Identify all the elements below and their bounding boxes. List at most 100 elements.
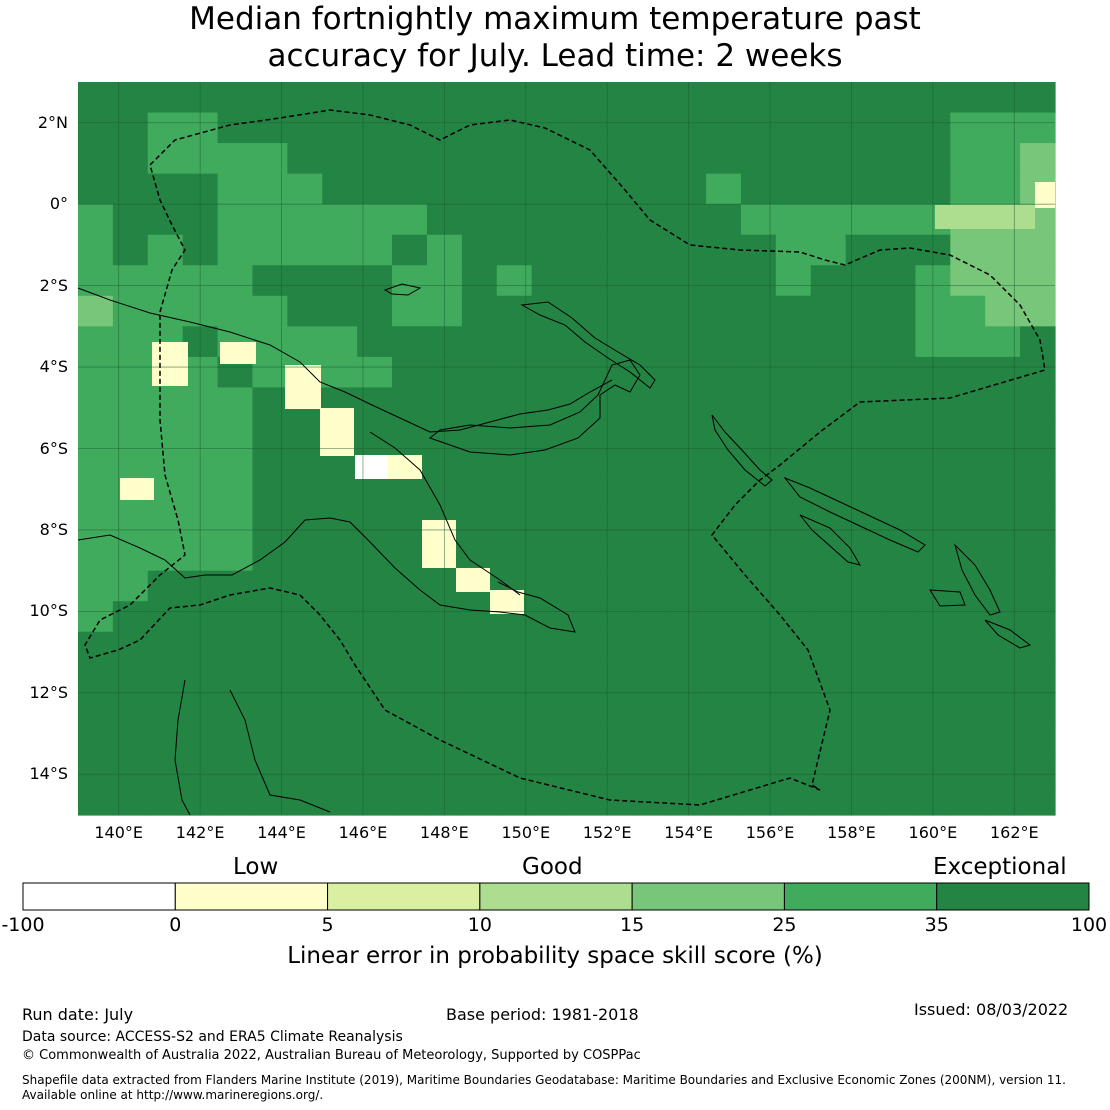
grid-cell bbox=[496, 82, 533, 114]
grid-cell bbox=[566, 662, 602, 694]
grid-cell bbox=[1020, 692, 1056, 724]
grid-cell bbox=[1020, 784, 1056, 816]
grid-cell bbox=[775, 723, 812, 755]
grid-cell bbox=[845, 509, 882, 541]
grid-cell bbox=[636, 784, 672, 816]
longitude-label: 142°E bbox=[175, 823, 225, 842]
grid-cell bbox=[357, 540, 393, 572]
grid-cell bbox=[357, 570, 393, 602]
grid-cell bbox=[566, 356, 602, 389]
grid-cell bbox=[461, 204, 498, 236]
colorbar-segment bbox=[783, 882, 938, 911]
grid-cell bbox=[775, 143, 812, 175]
grid-cell bbox=[531, 753, 568, 786]
grid-cell bbox=[287, 509, 323, 541]
colorbar-tick-label: 35 bbox=[924, 914, 949, 936]
grid-cell bbox=[950, 326, 986, 358]
grid-cell bbox=[322, 265, 358, 297]
grid-cell bbox=[287, 784, 323, 816]
grid-cell bbox=[950, 356, 986, 389]
grid-cell bbox=[252, 82, 288, 114]
grid-cell bbox=[880, 784, 917, 816]
grid-cell bbox=[252, 784, 288, 816]
grid-cell bbox=[566, 631, 602, 663]
grid-cell bbox=[287, 295, 323, 327]
grid-cell bbox=[147, 753, 184, 786]
grid-cell bbox=[287, 82, 323, 114]
grid-cell bbox=[461, 173, 498, 205]
colorbar-tick-label: 100 bbox=[1070, 914, 1108, 936]
grid-cell bbox=[740, 692, 777, 724]
grid-cell bbox=[531, 784, 568, 816]
grid-cell bbox=[740, 448, 777, 480]
colorbar-tick-label: -100 bbox=[1, 914, 45, 936]
grid-cell bbox=[636, 234, 672, 266]
grid-cell bbox=[252, 509, 288, 541]
grid-cell bbox=[706, 265, 742, 297]
grid-cell bbox=[392, 295, 428, 327]
grid-cell bbox=[950, 540, 986, 572]
grid-cell bbox=[392, 234, 428, 266]
grid-cell bbox=[601, 417, 637, 450]
grid-cell bbox=[950, 753, 986, 786]
grid-cell bbox=[531, 356, 568, 389]
grid-cell bbox=[740, 753, 777, 786]
grid-cell bbox=[357, 723, 393, 755]
coastline-new-guinea-south bbox=[77, 517, 576, 633]
grid-cell bbox=[636, 173, 672, 205]
grid-cell bbox=[147, 82, 184, 114]
grid-cell bbox=[322, 112, 358, 144]
latitude-label: 4°S bbox=[39, 357, 68, 377]
longitude-label: 150°E bbox=[501, 823, 551, 842]
grid-cell bbox=[950, 387, 986, 419]
grid-cell bbox=[950, 631, 986, 663]
grid-cell bbox=[636, 662, 672, 694]
grid-cell bbox=[496, 356, 533, 389]
grid-cell bbox=[322, 143, 358, 175]
grid-cell bbox=[566, 173, 602, 205]
grid-cell bbox=[531, 570, 568, 602]
grid-cell bbox=[775, 570, 812, 602]
grid-cell bbox=[217, 234, 254, 266]
grid-cell bbox=[112, 692, 149, 724]
grid-cell bbox=[706, 570, 742, 602]
grid-cell bbox=[636, 82, 672, 114]
grid-cell bbox=[1020, 265, 1056, 297]
grid-cell bbox=[601, 631, 637, 663]
grid-cell bbox=[636, 631, 672, 663]
grid-cell bbox=[496, 662, 533, 694]
grid-cell bbox=[357, 601, 393, 633]
grid-cell bbox=[147, 601, 184, 633]
longitude-label: 148°E bbox=[420, 823, 469, 842]
grid-cell bbox=[740, 417, 777, 450]
grid-cell bbox=[496, 540, 533, 572]
grid-cell bbox=[392, 570, 428, 602]
grid-cell bbox=[706, 112, 742, 144]
grid-cell bbox=[601, 723, 637, 755]
grid-cell bbox=[1020, 326, 1056, 358]
grid-cell bbox=[810, 662, 847, 694]
grid-cell bbox=[217, 417, 254, 450]
grid-cell bbox=[950, 601, 986, 633]
grid-cell bbox=[112, 723, 149, 755]
grid-cell bbox=[566, 753, 602, 786]
grid-cell bbox=[566, 112, 602, 144]
grid-cell bbox=[845, 234, 882, 266]
grid-cell bbox=[147, 387, 184, 419]
longitude-label: 140°E bbox=[94, 823, 144, 842]
grid-cell bbox=[566, 143, 602, 175]
grid-cell bbox=[252, 631, 288, 663]
grid-cell bbox=[112, 509, 149, 541]
grid-cell bbox=[566, 540, 602, 572]
grid-cell bbox=[287, 631, 323, 663]
grid-cell bbox=[78, 356, 114, 389]
latitude-label: 14°S bbox=[29, 764, 68, 784]
grid-cell bbox=[322, 784, 358, 816]
grid-cell bbox=[845, 692, 882, 724]
grid-cell bbox=[950, 570, 986, 602]
grid-cell bbox=[496, 387, 533, 419]
grid-cell bbox=[636, 387, 672, 419]
grid-cell bbox=[217, 204, 254, 236]
grid-cell bbox=[217, 753, 254, 786]
grid-cell bbox=[706, 753, 742, 786]
